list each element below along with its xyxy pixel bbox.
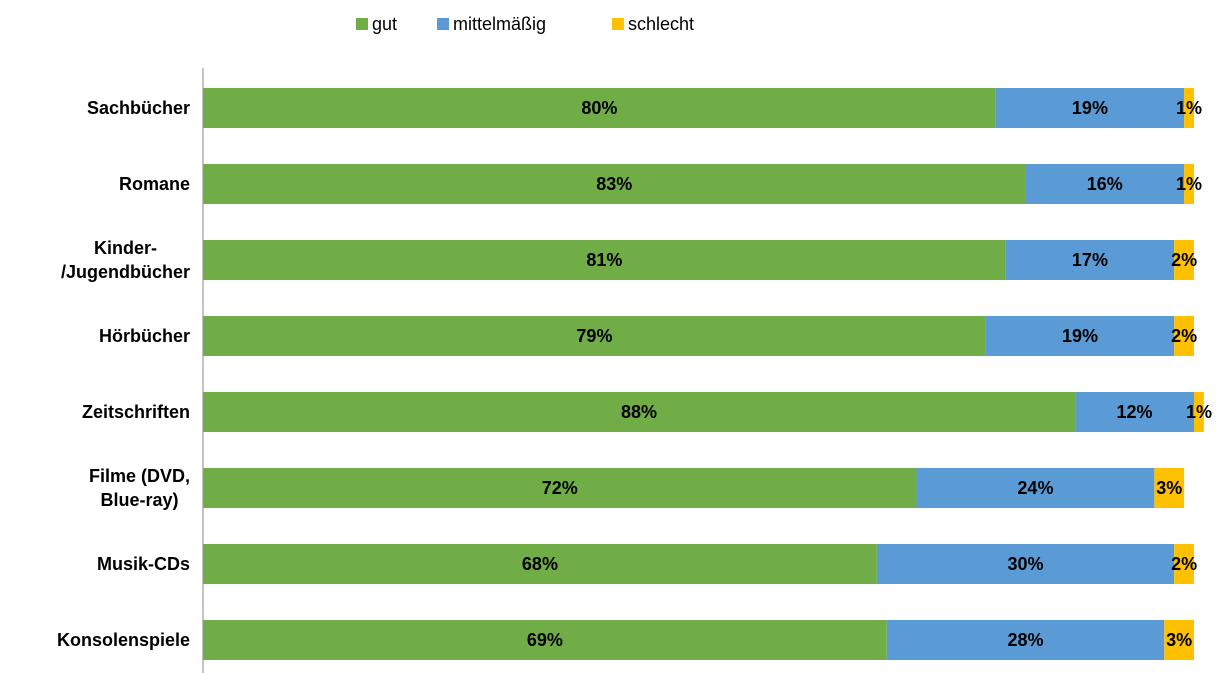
value-label: 3% (1166, 630, 1192, 650)
bar-segment (916, 468, 1155, 508)
y-tick-label: Sachbücher (86, 98, 190, 118)
bar-segment (203, 620, 887, 660)
value-label: 3% (1156, 478, 1182, 498)
bar-segment (1154, 468, 1185, 508)
value-label: 17% (1072, 250, 1108, 270)
bar-segment (1184, 88, 1194, 128)
bar-segment (1005, 240, 1175, 280)
value-label: 2% (1171, 250, 1197, 270)
legend-label: schlecht (628, 14, 694, 34)
value-label: 69% (527, 630, 563, 650)
bar-segment (1174, 544, 1194, 584)
bar-segment (203, 392, 1076, 432)
value-label: 2% (1171, 554, 1197, 574)
bar-segment (995, 88, 1185, 128)
y-tick-label: Musik-CDs (96, 554, 190, 574)
value-label: 81% (586, 250, 622, 270)
value-label: 28% (1008, 630, 1044, 650)
value-label: 1% (1176, 174, 1202, 194)
value-label: 19% (1072, 98, 1108, 118)
legend-swatch (612, 18, 624, 30)
bar-segment (203, 88, 996, 128)
bar-segment (1194, 392, 1204, 432)
bar-segment (203, 164, 1026, 204)
bar-segment (876, 544, 1175, 584)
bar-segment (203, 316, 986, 356)
value-label: 83% (596, 174, 632, 194)
value-label: 19% (1062, 326, 1098, 346)
y-tick-label: Romane (118, 174, 190, 194)
value-label: 12% (1117, 402, 1153, 422)
y-tick-label: Kinder- /Jugendbücher (60, 238, 190, 282)
value-label: 80% (581, 98, 617, 118)
y-tick-label: Filme (DVD, Blue-ray) (88, 466, 190, 510)
bar-segment (1164, 620, 1194, 660)
value-label: 72% (542, 478, 578, 498)
value-label: 68% (522, 554, 558, 574)
bar-segment (1174, 316, 1194, 356)
bar-segment (1025, 164, 1185, 204)
value-label: 24% (1017, 478, 1053, 498)
bar-segment (203, 240, 1006, 280)
legend-label: mittelmäßig (453, 14, 546, 34)
bar-segment (203, 544, 877, 584)
y-tick-label: Zeitschriften (81, 402, 190, 422)
value-label: 30% (1008, 554, 1044, 574)
value-label: 2% (1171, 326, 1197, 346)
legend-swatch (356, 18, 368, 30)
y-tick-label: Hörbücher (98, 326, 190, 346)
bar-segment (1075, 392, 1194, 432)
bar-segment (886, 620, 1165, 660)
value-label: 1% (1186, 402, 1212, 422)
value-label: 1% (1176, 98, 1202, 118)
bar-segment (203, 468, 917, 508)
value-label: 16% (1087, 174, 1123, 194)
value-label: 88% (621, 402, 657, 422)
bar-segment (1174, 240, 1194, 280)
bar-segment (985, 316, 1175, 356)
legend-swatch (437, 18, 449, 30)
value-label: 79% (576, 326, 612, 346)
bar-segment (1184, 164, 1194, 204)
legend-label: gut (372, 14, 397, 34)
y-tick-label: Konsolenspiele (56, 630, 190, 650)
